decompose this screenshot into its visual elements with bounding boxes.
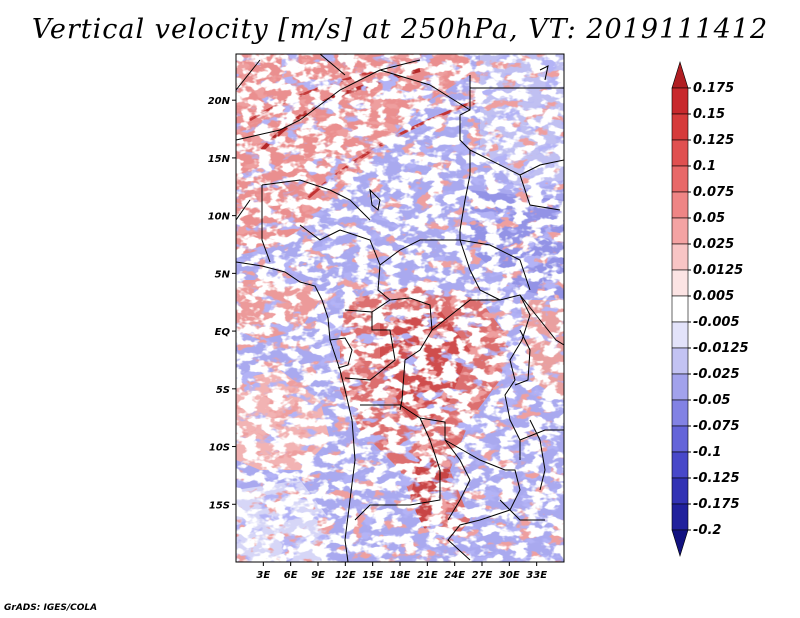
colorbar-swatch	[671, 139, 689, 167]
lon-tick-label: 30E	[499, 570, 520, 581]
velocity-field	[236, 54, 564, 562]
lon-tick-label: 33E	[526, 570, 547, 581]
colorbar-swatch	[671, 425, 689, 453]
colorbar-label: 0.075	[693, 185, 734, 200]
lat-tick-label: 5S	[216, 385, 230, 396]
lon-tick-label: 6E	[284, 570, 298, 581]
lon-tick-label: 24E	[444, 570, 465, 581]
lat-tick-label: EQ	[215, 327, 231, 338]
lon-tick-label: 9E	[311, 570, 325, 581]
colorbar-swatch	[671, 165, 689, 193]
colorbar-label: -0.005	[693, 315, 740, 330]
colorbar-label: -0.025	[693, 367, 740, 382]
colorbar-swatch	[671, 503, 689, 531]
colorbar-swatch	[671, 243, 689, 271]
map-axes: 20N 15N 10N 5N EQ 5S 10S 15S 3E 6E 9E 12E 15E 18E 21E 2…	[208, 96, 548, 581]
colorbar-label: 0.0125	[693, 263, 743, 278]
lat-tick-label: 5N	[215, 269, 231, 280]
lon-tick-label: 15E	[362, 570, 383, 581]
grads-credit: GrADS: IGES/COLA	[4, 603, 98, 613]
colorbar-label: 0.05	[693, 211, 725, 226]
colorbar-swatch	[671, 191, 689, 219]
colorbar-label: 0.025	[693, 237, 734, 252]
lon-tick-label: 12E	[335, 570, 356, 581]
country-borders	[236, 54, 564, 562]
lat-tick-label: 15N	[208, 154, 231, 165]
colorbar-swatch	[671, 373, 689, 401]
lon-tick-label: 27E	[472, 570, 493, 581]
colorbar-swatch	[671, 477, 689, 505]
colorbar-swatch	[671, 529, 689, 558]
map-title: Vertical velocity [m/s] at 250hPa, VT: 2…	[31, 14, 769, 45]
colorbar-label: -0.0125	[693, 341, 749, 356]
colorbar: 0.175 0.15 0.125 0.1 0.075 0.05 0.025 0.0125 0.0…	[671, 60, 749, 558]
lat-tick-label: 20N	[208, 96, 231, 107]
colorbar-label: -0.175	[693, 497, 740, 512]
colorbar-label: -0.125	[693, 471, 740, 486]
colorbar-swatch	[671, 217, 689, 245]
colorbar-label: 0.15	[693, 107, 725, 122]
colorbar-swatch	[671, 321, 689, 349]
lon-tick-label: 3E	[256, 570, 270, 581]
colorbar-swatch	[671, 269, 689, 297]
colorbar-swatch	[671, 347, 689, 375]
colorbar-label: -0.1	[693, 445, 721, 460]
colorbar-label: -0.05	[693, 393, 730, 408]
colorbar-swatch	[671, 295, 689, 323]
colorbar-label: 0.1	[693, 159, 716, 174]
lon-tick-label: 21E	[417, 570, 438, 581]
lon-tick-label: 18E	[390, 570, 411, 581]
colorbar-swatch	[671, 60, 689, 89]
colorbar-label: 0.125	[693, 133, 734, 148]
colorbar-label: -0.075	[693, 419, 740, 434]
colorbar-label: 0.005	[693, 289, 734, 304]
lat-tick-label: 15S	[209, 500, 230, 511]
colorbar-swatch	[671, 113, 689, 141]
colorbar-swatch	[671, 87, 689, 115]
colorbar-label: 0.175	[693, 81, 734, 96]
lat-tick-label: 10N	[208, 212, 231, 223]
colorbar-label: -0.2	[693, 523, 721, 538]
colorbar-swatch	[671, 451, 689, 479]
colorbar-swatch	[671, 399, 689, 427]
lat-tick-label: 10S	[209, 443, 230, 454]
